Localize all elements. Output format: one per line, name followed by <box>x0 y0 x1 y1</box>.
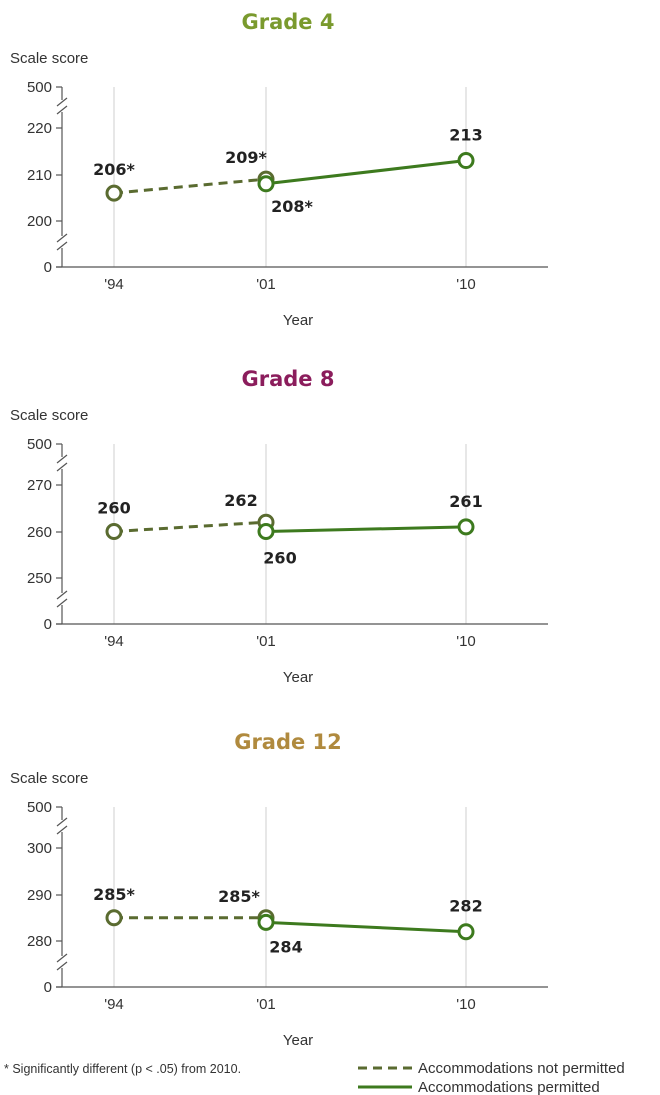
y-tick-label: 260 <box>27 524 52 541</box>
data-label: 261 <box>449 492 482 511</box>
x-axis-label: Year <box>283 1032 313 1049</box>
y-axis-label: Scale score <box>10 770 88 787</box>
y-tick-label: 0 <box>44 616 52 633</box>
x-tick-label: '10 <box>456 996 476 1013</box>
axis-break-mark <box>56 961 68 971</box>
chart-title: Grade 12 <box>234 730 342 754</box>
y-tick-label: 300 <box>27 840 52 857</box>
x-tick-label: '94 <box>104 996 124 1013</box>
data-label: 209* <box>225 148 267 167</box>
y-tick-label: 0 <box>44 979 52 996</box>
x-tick-label: '10 <box>456 633 476 650</box>
x-axis-label: Year <box>283 312 313 329</box>
legend-label-permitted: Accommodations permitted <box>418 1079 600 1095</box>
axis-break-mark <box>56 953 68 963</box>
y-tick-label: 210 <box>27 167 52 184</box>
axis-break-mark <box>56 105 68 115</box>
x-tick-label: '10 <box>456 276 476 293</box>
data-point <box>257 913 275 931</box>
y-tick-label: 500 <box>27 79 52 96</box>
y-tick-label: 250 <box>27 570 52 587</box>
axis-break-mark <box>56 598 68 608</box>
data-point <box>457 518 475 536</box>
series-line-permitted <box>265 920 467 934</box>
axis-break-mark <box>56 817 68 827</box>
data-point <box>457 923 475 941</box>
legend-label-not-permitted: Accommodations not permitted <box>418 1060 625 1077</box>
data-point <box>257 523 275 540</box>
axis-break-mark <box>56 241 68 251</box>
chart-panel-2: Grade 8 Scale score 500 270 260 250 0 '94 '01 '10… <box>10 367 548 686</box>
data-point <box>457 152 475 170</box>
data-label: 262 <box>224 491 257 510</box>
data-label: 260 <box>97 499 130 518</box>
series-line-permitted <box>265 159 467 186</box>
data-label: 284 <box>269 937 302 956</box>
y-tick-label: 500 <box>27 436 52 453</box>
y-tick-label: 0 <box>44 259 52 276</box>
chart-title: Grade 4 <box>242 10 335 34</box>
x-tick-label: '94 <box>104 276 124 293</box>
x-tick-label: '94 <box>104 633 124 650</box>
y-tick-label: 200 <box>27 213 52 230</box>
x-tick-label: '01 <box>256 996 276 1013</box>
y-tick-label: 220 <box>27 120 52 137</box>
axis-break-mark <box>56 825 68 835</box>
data-label: 213 <box>449 126 482 145</box>
axis-break-mark <box>56 462 68 472</box>
x-tick-label: '01 <box>256 633 276 650</box>
y-axis-label: Scale score <box>10 50 88 67</box>
legend: Accommodations not permitted Accommodatio… <box>358 1060 625 1095</box>
y-tick-label: 290 <box>27 887 52 904</box>
chart-panel-3: Grade 12 Scale score 500 300 290 280 0 '94 '01 '1… <box>10 730 548 1049</box>
chart-title: Grade 8 <box>242 367 335 391</box>
y-tick-label: 270 <box>27 477 52 494</box>
x-tick-label: '01 <box>256 276 276 293</box>
footnote: * Significantly different (p < .05) from… <box>4 1062 241 1076</box>
axis-break-mark <box>56 233 68 243</box>
data-point <box>105 909 123 927</box>
data-point <box>105 523 123 540</box>
data-label: 285* <box>218 887 260 906</box>
data-label: 260 <box>263 549 296 568</box>
axis-break-mark <box>56 97 68 107</box>
data-point <box>105 184 123 202</box>
series-line-permitted <box>265 525 467 533</box>
data-label: 208* <box>271 197 313 216</box>
chart-panel-1: Grade 4 Scale score 500 220 210 200 0 '94 '01 '10… <box>10 10 548 329</box>
axis-break-mark <box>56 454 68 464</box>
series-line-not-permitted <box>113 520 267 533</box>
series-line-not-permitted <box>113 177 267 195</box>
y-tick-label: 500 <box>27 799 52 816</box>
y-axis-label: Scale score <box>10 407 88 424</box>
y-tick-label: 280 <box>27 933 52 950</box>
axis-break-mark <box>56 590 68 600</box>
data-label: 206* <box>93 160 135 179</box>
x-axis-label: Year <box>283 669 313 686</box>
data-point <box>257 175 275 193</box>
data-label: 285* <box>93 885 135 904</box>
data-label: 282 <box>449 897 482 916</box>
